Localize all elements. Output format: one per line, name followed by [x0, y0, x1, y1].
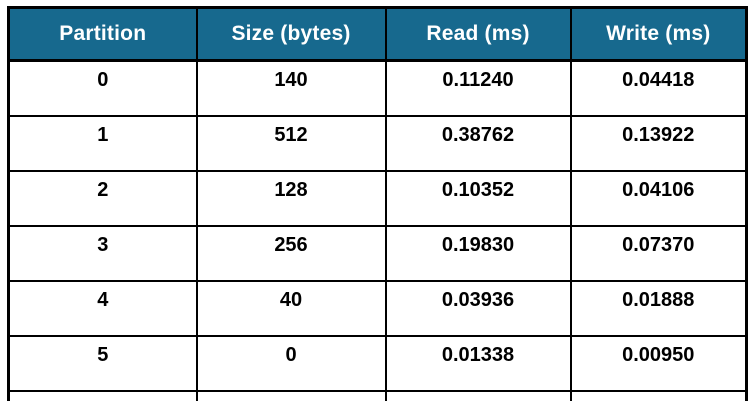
cell-write: 0.13922	[569, 115, 748, 172]
table-row: 0 140 0.11240 0.04418	[7, 59, 748, 117]
cell-size: 0	[195, 335, 387, 392]
table-body: 0 140 0.11240 0.04418 1 512 0.38762 0.13…	[7, 59, 748, 401]
cell-read: 0.10352	[384, 170, 572, 227]
table-row: 6 4460 3.30970 1.14532	[7, 390, 748, 401]
partition-timing-table: Partition Size (bytes) Read (ms) Write (…	[7, 6, 748, 401]
cell-read: 0.03936	[384, 280, 572, 337]
cell-size: 256	[195, 225, 387, 282]
cell-write: 0.00950	[569, 335, 748, 392]
table-row: 4 40 0.03936 0.01888	[7, 280, 748, 337]
header-row: Partition Size (bytes) Read (ms) Write (…	[7, 6, 748, 62]
cell-read: 0.38762	[384, 115, 572, 172]
cell-write: 0.04418	[569, 59, 748, 117]
cell-size: 4460	[195, 390, 387, 401]
cell-partition: 4	[7, 280, 198, 337]
cell-size: 512	[195, 115, 387, 172]
cell-size: 40	[195, 280, 387, 337]
cell-size: 128	[195, 170, 387, 227]
cell-size: 140	[195, 59, 387, 117]
cell-write: 0.01888	[569, 280, 748, 337]
table-row: 5 0 0.01338 0.00950	[7, 335, 748, 392]
cell-read: 0.19830	[384, 225, 572, 282]
cell-write: 0.04106	[569, 170, 748, 227]
cell-partition: 5	[7, 335, 198, 392]
cell-read: 0.01338	[384, 335, 572, 392]
table-row: 3 256 0.19830 0.07370	[7, 225, 748, 282]
cell-partition: 6	[7, 390, 198, 401]
cell-read: 3.30970	[384, 390, 572, 401]
column-header-size: Size (bytes)	[195, 6, 387, 62]
column-header-partition: Partition	[7, 6, 198, 62]
cell-write: 0.07370	[569, 225, 748, 282]
cell-read: 0.11240	[384, 59, 572, 117]
table-row: 2 128 0.10352 0.04106	[7, 170, 748, 227]
table-row: 1 512 0.38762 0.13922	[7, 115, 748, 172]
table-header: Partition Size (bytes) Read (ms) Write (…	[7, 6, 748, 62]
cell-partition: 1	[7, 115, 198, 172]
column-header-write: Write (ms)	[569, 6, 748, 62]
cell-partition: 0	[7, 59, 198, 117]
cell-partition: 2	[7, 170, 198, 227]
column-header-read: Read (ms)	[384, 6, 572, 62]
cell-partition: 3	[7, 225, 198, 282]
cell-write: 1.14532	[569, 390, 748, 401]
